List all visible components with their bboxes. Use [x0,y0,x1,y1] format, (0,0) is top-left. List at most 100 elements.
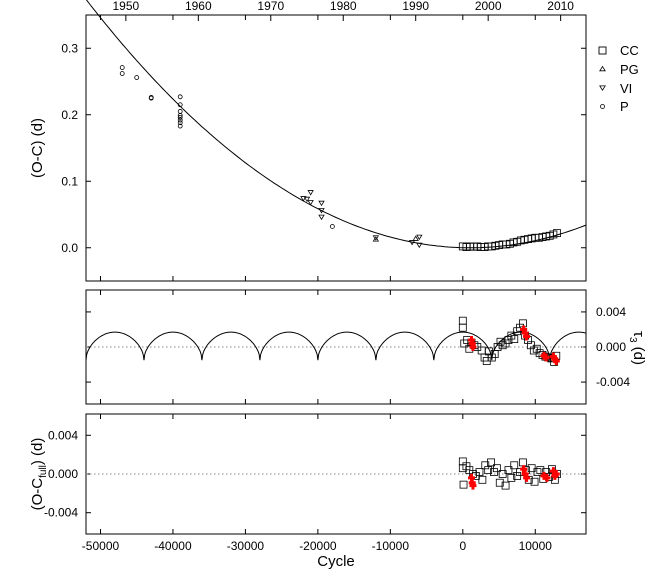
bottom-ylabel-main: (O-C [29,478,46,511]
data-point-triangle-down [318,208,325,214]
middle-ylabel-subscript: 3 [627,337,638,343]
y-tick-label: 0.0 [61,241,78,255]
legend-square-icon [598,46,607,55]
data-point-circle [177,120,183,126]
data-point-circle [177,94,183,100]
data-point-red [543,473,551,482]
data-point-circle [134,75,140,80]
year-tick-label: 1980 [330,0,357,13]
data-point-triangle-up [412,235,419,241]
data-point-square [481,461,490,470]
x-tick-label: -30000 [227,539,265,553]
middle-ylabel: τ3 (d) [627,331,647,365]
x-tick-label: -20000 [299,539,337,553]
data-point-circle [177,109,183,114]
legend-label-p: P [620,99,629,114]
y-tick-label: 0.3 [61,41,78,55]
bottom-ticks: 0.004 0.000 -0.004 -50000 -40000 -30000 -20000… [44,414,586,553]
x-tick-label: 10000 [519,539,553,553]
data-point-square [493,343,502,351]
year-tick-label: 1990 [402,0,429,13]
data-point-triangle-down [307,200,314,206]
data-point-square [507,473,516,482]
data-point-square [484,347,493,356]
middle-panel: 0.004 0.000 -0.004 τ3 (d) [85,289,647,405]
data-point-square [504,336,513,344]
y-tick-label: 0.000 [48,467,78,481]
data-point-square [484,466,493,475]
data-point-red [523,332,531,341]
top-fit-curve [85,0,587,249]
legend-triangle-up-icon [599,65,606,72]
middle-ticks: 0.004 0.000 -0.004 [86,290,630,404]
y-tick-label: 0.004 [48,428,78,442]
data-point-triangle-down [307,190,314,196]
model-curve-line [85,331,587,361]
data-point-circle [177,117,183,123]
fit-curve-line [85,0,587,249]
data-point-circle [329,224,335,229]
top-panel: 0.0 0.1 0.2 0.3 1950 1960 1970 1980 1990 2000 2010… [29,0,639,282]
middle-ylabel-unit: (d) [630,343,647,366]
bottom-points [458,457,561,490]
legend-label-pg: PG [620,62,639,77]
x-tick-label: 0 [459,539,466,553]
top-ticks: 0.0 0.1 0.2 0.3 1950 1960 1970 1980 1990 2000 2010 [61,0,586,281]
data-point-circle [177,123,183,129]
legend-label-cc: CC [620,43,639,58]
middle-model-curve [85,331,587,361]
data-point-red [469,343,477,351]
data-point-square [530,477,539,486]
data-point-circle [119,71,125,76]
bottom-ylabel-subscript: full [38,465,49,478]
data-point-circle [148,95,154,101]
data-point-square [529,346,538,355]
year-tick-label: 2000 [475,0,502,13]
data-point-square [498,341,507,350]
data-point-red [469,481,477,490]
y-tick-label: 0.004 [596,305,626,319]
middle-ylabel-main: τ [630,331,647,337]
data-point-square [501,481,510,490]
legend: CC PG VI P [598,43,639,114]
top-points [119,65,561,251]
year-tick-label: 1950 [113,0,140,13]
data-point-circle [177,115,183,120]
data-point-red [523,473,531,482]
data-point-square [519,458,527,467]
x-tick-label: -40000 [154,539,192,553]
data-point-circle [177,113,183,118]
data-point-square [492,464,501,473]
y-tick-label: 0.000 [596,340,626,354]
year-tick-label: 1970 [257,0,284,13]
data-point-triangle-down [300,196,307,202]
x-tick-label: -50000 [82,539,120,553]
data-point-square [458,323,467,332]
bottom-ylabel: (O-Cfull) (d) [29,438,49,511]
data-point-square [458,316,467,325]
data-point-triangle-down [408,240,416,246]
data-point-square [536,466,545,475]
data-point-square [459,480,468,489]
data-point-square [510,461,519,470]
y-tick-label: -0.004 [596,375,630,389]
data-point-triangle-down [372,235,380,241]
data-point-triangle-down [318,200,325,207]
data-point-red [552,357,560,366]
data-point-square [532,344,541,353]
data-point-red [542,353,550,362]
data-point-square [487,458,495,467]
bottom-panel: 0.004 0.000 -0.004 -50000 -40000 -30000 -20000… [29,413,587,570]
data-point-triangle-down [303,196,311,203]
legend-triangle-down-icon [599,85,606,91]
data-point-square [553,229,561,238]
year-tick-label: 2010 [547,0,574,13]
middle-points [458,316,561,366]
data-point-square [475,468,484,476]
data-point-square [533,468,542,476]
data-point-circle [119,65,125,70]
data-point-circle [177,102,183,108]
year-tick-label: 1960 [185,0,212,13]
data-point-triangle-down [318,214,325,221]
data-point-square [495,478,504,487]
